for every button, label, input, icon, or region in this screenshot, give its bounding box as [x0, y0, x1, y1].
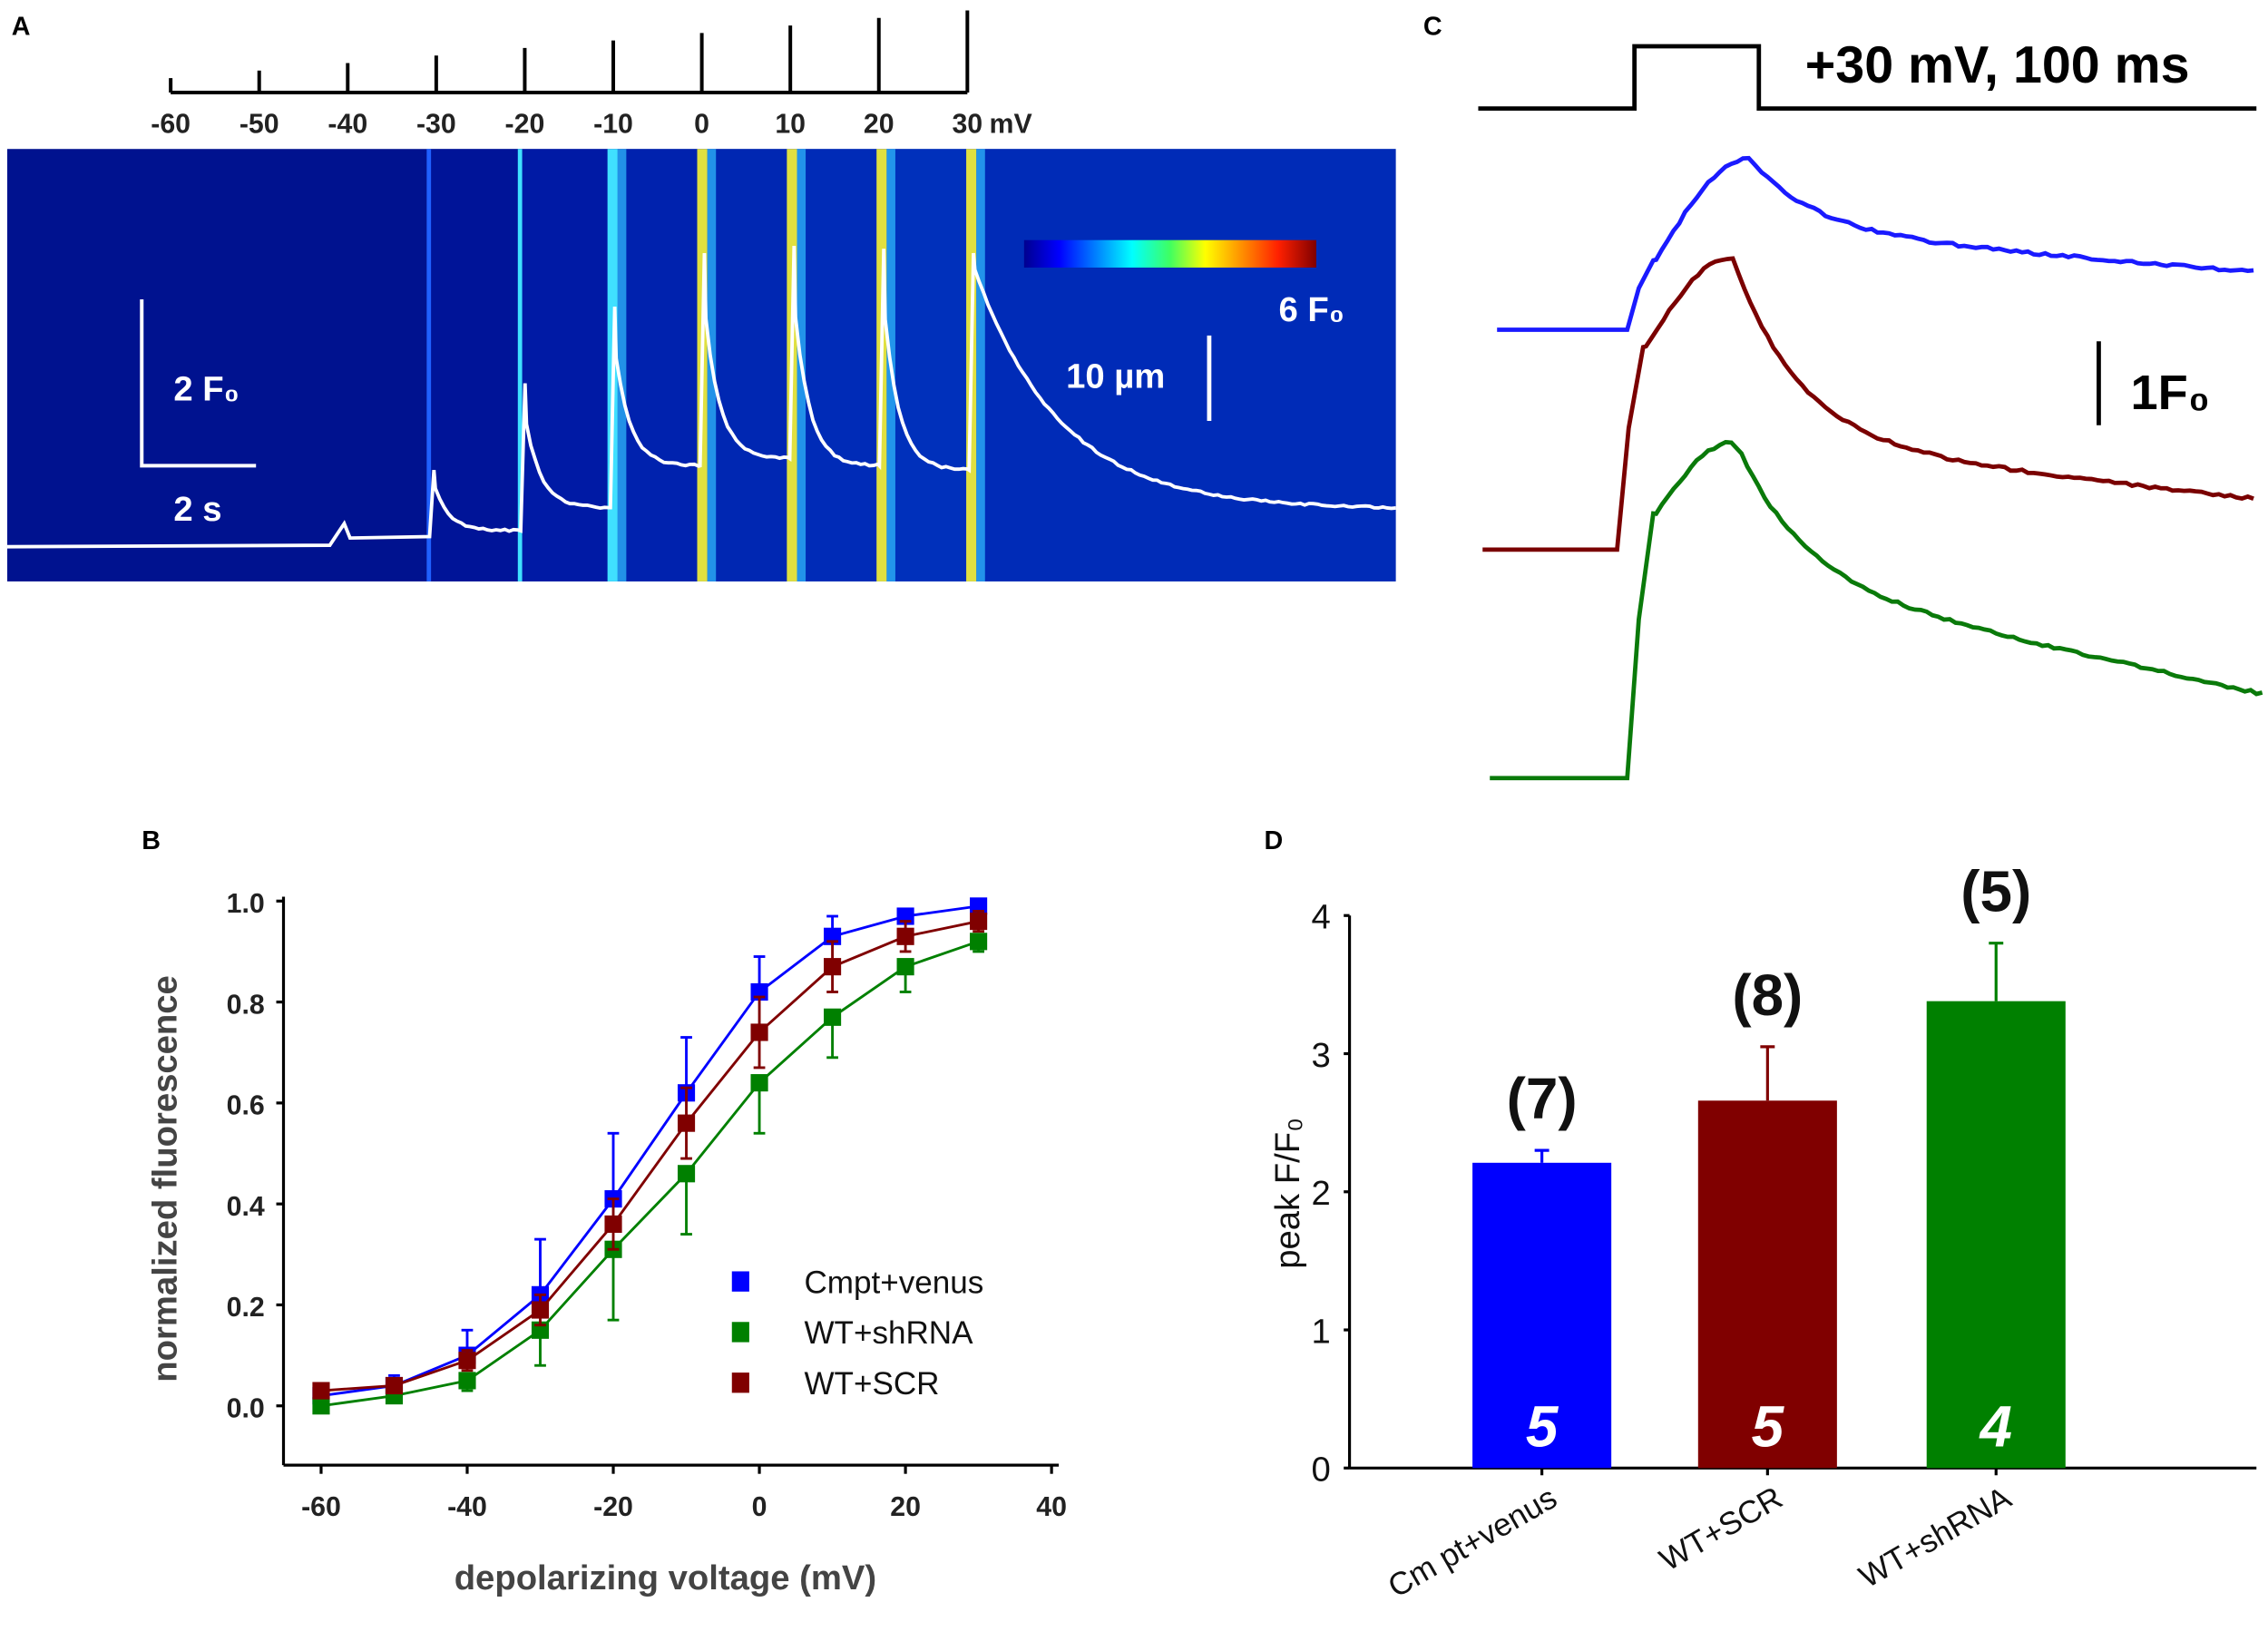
y-tick-label: 1	[1312, 1312, 1331, 1351]
panel-label-d: D	[1264, 826, 1283, 855]
legend-swatch	[732, 1322, 749, 1342]
x-tick-label: Cm pt+venus	[1382, 1480, 1562, 1605]
data-point	[750, 1074, 767, 1091]
x-tick-label: -40	[447, 1492, 487, 1522]
ruler-tick-label: -10	[593, 110, 633, 140]
legend-label: Cmpt+venus	[804, 1265, 983, 1300]
legend-label: WT+SCR	[804, 1366, 939, 1402]
data-point	[970, 913, 987, 930]
space-scale-label: 10 µm	[1066, 357, 1165, 396]
panel-c-traces: +30 mV, 100 ms 1F₀	[1478, 36, 2262, 778]
ruler-tick-label: 10	[775, 110, 806, 140]
n-cells-label: (5)	[1960, 859, 2031, 924]
ruler-tick-label: -60	[151, 110, 191, 140]
panel-a-linescan: -60 -50 -40 -30 -20 -10 0 10 20 30 mV 6 F₀ 10 µm …	[7, 10, 1396, 581]
y-tick-label: 4	[1312, 898, 1331, 937]
voltage-unit-label: mV	[990, 110, 1032, 140]
data-point	[312, 1397, 329, 1414]
y-axis-label: normalized fluorescence	[146, 975, 185, 1382]
data-point	[824, 958, 841, 975]
axes: 0.0 0.2 0.4 0.6 0.8 1.0 -60 -40 -20 0 20 40	[227, 889, 1067, 1522]
legend-swatch	[732, 1373, 749, 1392]
legend-label: WT+shRNA	[804, 1315, 973, 1351]
data-point	[312, 1382, 329, 1399]
image-segment	[969, 149, 1395, 581]
data-point	[532, 1301, 549, 1318]
x-tick-label: 0	[752, 1492, 767, 1522]
trace-cmpt-venus	[1497, 158, 2253, 329]
ruler-tick-label: 0	[694, 110, 709, 140]
legend: Cmpt+venus WT+shRNA WT+SCR	[732, 1265, 984, 1402]
x-axis-label: depolarizing voltage (mV)	[455, 1558, 876, 1597]
data-point	[824, 1009, 841, 1026]
y-tick-label: 2	[1312, 1174, 1331, 1213]
x-tick-label: 20	[890, 1492, 921, 1522]
data-point	[386, 1377, 403, 1394]
fluor-scale-label: 1F₀	[2131, 366, 2211, 420]
data-point	[458, 1352, 475, 1369]
ruler-tick-label: -50	[240, 110, 279, 140]
panel-d-chart: 01234Cm pt+venus WT+SCR WT+shRNA (7)5(8)5(…	[1268, 859, 2256, 1605]
stimulus-stripe-halo	[976, 149, 985, 581]
fluor-scale-label: 2 F₀	[173, 370, 240, 409]
panel-label-b: B	[142, 826, 161, 855]
y-tick-label: 0.4	[227, 1192, 265, 1222]
data-point	[604, 1216, 621, 1233]
y-tick-label: 0.2	[227, 1293, 265, 1323]
panel-label-c: C	[1423, 12, 1442, 41]
trace-wt-shrna	[1490, 442, 2262, 777]
x-tick-label: 40	[1036, 1492, 1067, 1522]
panel-label-a: A	[12, 12, 31, 41]
n-animals-label: 5	[1526, 1393, 1559, 1459]
y-tick-label: 3	[1312, 1036, 1331, 1075]
data-point	[678, 1165, 695, 1182]
n-animals-label: 4	[1979, 1393, 2012, 1459]
voltage-ruler: -60 -50 -40 -30 -20 -10 0 10 20 30	[151, 10, 982, 139]
legend-swatch	[732, 1271, 749, 1291]
time-scale-label: 2 s	[173, 490, 221, 529]
data-point	[750, 1023, 767, 1040]
data-point	[458, 1372, 475, 1389]
n-cells-label: (7)	[1507, 1066, 1578, 1131]
data-point	[970, 933, 987, 950]
data-point	[678, 1115, 695, 1132]
ruler-tick-label: 30	[952, 110, 982, 140]
panel-b-chart: 0.0 0.2 0.4 0.6 0.8 1.0 -60 -40 -20 0 20 40 Cmpt+ve…	[146, 889, 1067, 1597]
y-axis-label: peak F/F₀	[1268, 1118, 1307, 1269]
ruler-tick-label: -40	[327, 110, 367, 140]
ruler-tick-label: -20	[505, 110, 545, 140]
x-tick-label: WT+SCR	[1654, 1480, 1789, 1578]
y-tick-label: 0.8	[227, 990, 265, 1020]
ruler-tick-label: 20	[864, 110, 894, 140]
x-tick-label: -20	[593, 1492, 633, 1522]
data-point	[897, 928, 914, 945]
colorbar-max-label: 6 F₀	[1278, 290, 1344, 329]
image-segment	[430, 149, 521, 581]
bars: (7) 5 (8) 5 (5) 4	[1472, 859, 2066, 1469]
x-tick-label: WT+shRNA	[1853, 1480, 2018, 1595]
y-tick-label: 0	[1312, 1451, 1331, 1490]
x-tick-label: -60	[301, 1492, 341, 1522]
y-tick-label: 1.0	[227, 889, 265, 919]
ruler-tick-label: -30	[416, 110, 456, 140]
y-tick-label: 0.6	[227, 1091, 265, 1121]
protocol-label: +30 mV, 100 ms	[1805, 36, 2190, 94]
colorbar	[1024, 240, 1316, 268]
data-point	[897, 958, 914, 975]
y-tick-label: 0.0	[227, 1394, 265, 1424]
n-animals-label: 5	[1752, 1393, 1785, 1459]
n-cells-label: (8)	[1732, 962, 1803, 1028]
image-segment	[521, 149, 611, 581]
